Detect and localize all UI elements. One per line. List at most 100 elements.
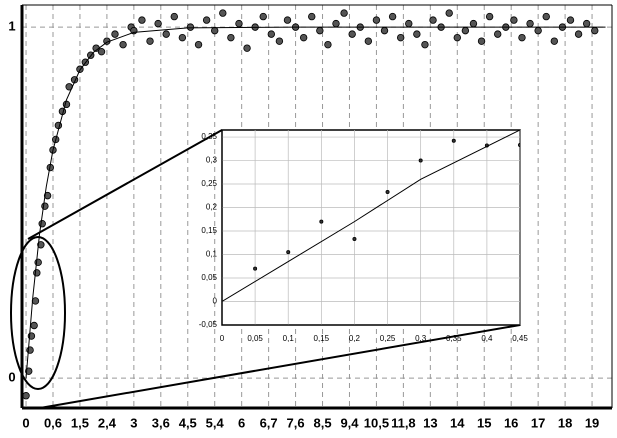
data-point [453, 33, 461, 42]
data-point [429, 16, 437, 24]
x-tick-label: 7,6 [287, 415, 305, 430]
y-tick-label: -0,05 [199, 320, 218, 329]
x-tick-label: 0,2 [349, 334, 361, 343]
data-point [469, 19, 478, 28]
y-tick-label: 1 [8, 19, 15, 34]
x-tick-label: 2,4 [98, 415, 117, 430]
data-point [30, 321, 38, 330]
data-point [178, 33, 187, 42]
data-point [267, 30, 276, 38]
x-tick-label: 0 [22, 415, 29, 430]
plot-area [22, 9, 606, 400]
data-point [591, 26, 599, 35]
data-point [275, 37, 284, 45]
data-point [162, 30, 170, 38]
x-tick-label: 17 [531, 415, 545, 430]
x-tick-label: 0,6 [44, 415, 62, 430]
data-point [574, 30, 583, 38]
y-tick-label: 0,35 [201, 132, 217, 141]
data-point [154, 19, 162, 28]
data-point [286, 250, 291, 255]
x-tick-label: 8,5 [313, 415, 331, 430]
y-tick-label: 0,25 [201, 179, 217, 188]
y-tick-label: 0,05 [201, 273, 217, 282]
data-point [202, 16, 211, 24]
data-point [534, 26, 542, 35]
data-point [38, 220, 46, 228]
data-point [324, 40, 332, 49]
data-point [518, 33, 526, 42]
data-point [526, 19, 534, 28]
x-tick-label: 0,15 [314, 334, 330, 343]
x-tick-label: 0,3 [415, 334, 427, 343]
fit-curve [25, 26, 606, 379]
x-tick-label: 15 [477, 415, 491, 430]
data-point [299, 33, 308, 42]
x-tick-label: 3,6 [152, 415, 170, 430]
data-point [550, 37, 559, 45]
data-point [582, 19, 591, 28]
data-point [138, 16, 146, 24]
x-tick-label: 19 [585, 415, 599, 430]
data-point [119, 40, 127, 49]
x-tick-label: 3 [130, 415, 137, 430]
data-point [385, 190, 390, 195]
data-point [494, 30, 502, 38]
data-point [451, 138, 456, 143]
data-point [542, 12, 550, 21]
x-tick-label: 5,4 [206, 415, 225, 430]
data-point [308, 12, 316, 21]
y-tick-label: 0,3 [206, 156, 218, 165]
data-point [372, 16, 381, 24]
x-tick-label: 16 [504, 415, 518, 430]
data-point [227, 33, 235, 42]
data-point [388, 12, 397, 21]
data-point [219, 9, 227, 17]
data-point [518, 143, 520, 148]
data-point [348, 30, 356, 38]
zoom-callout [10, 129, 521, 409]
data-point [319, 219, 324, 224]
x-tick-label: 0 [220, 334, 225, 343]
data-point [253, 266, 258, 271]
fit-curve [222, 130, 520, 302]
data-point [364, 37, 373, 45]
x-tick-label: 0,45 [512, 334, 528, 343]
y-tick-label: 0,2 [206, 203, 218, 212]
x-tick-label: 1,5 [71, 415, 89, 430]
x-tick-label: 13 [423, 415, 437, 430]
x-tick-label: 0,4 [481, 334, 493, 343]
data-point [33, 269, 41, 277]
data-point [396, 33, 405, 42]
data-point [485, 12, 494, 21]
y-tick-label: 0 [8, 370, 15, 385]
x-tick-label: 10,5 [364, 415, 389, 430]
data-point [332, 19, 340, 28]
data-point [340, 9, 348, 17]
data-point [421, 40, 429, 49]
data-point [418, 158, 423, 163]
y-tick-label: 0 [213, 297, 218, 306]
data-point [283, 16, 292, 24]
x-tick-label: 18 [558, 415, 572, 430]
zoom-line [27, 129, 223, 240]
x-tick-label: 6 [238, 415, 245, 430]
data-point [170, 12, 178, 21]
data-point [461, 26, 470, 35]
data-point [97, 47, 106, 56]
x-tick-label: 0,1 [283, 334, 295, 343]
zoom-line [39, 324, 521, 409]
data-point [243, 44, 251, 52]
main-plot: 0 0,6 1,5 2,4 3 3,6 4,5 5,4 6 6,7 7,6 8,5 9,4 10,5 11,… [8, 4, 613, 430]
data-point [413, 30, 421, 38]
x-tick-label: 0,35 [446, 334, 462, 343]
data-point [352, 237, 357, 242]
data-point [186, 23, 195, 31]
plot-area [222, 130, 520, 302]
data-point [316, 26, 324, 35]
data-point [41, 202, 49, 210]
x-tick-label: 0,25 [380, 334, 396, 343]
data-point [22, 392, 30, 400]
